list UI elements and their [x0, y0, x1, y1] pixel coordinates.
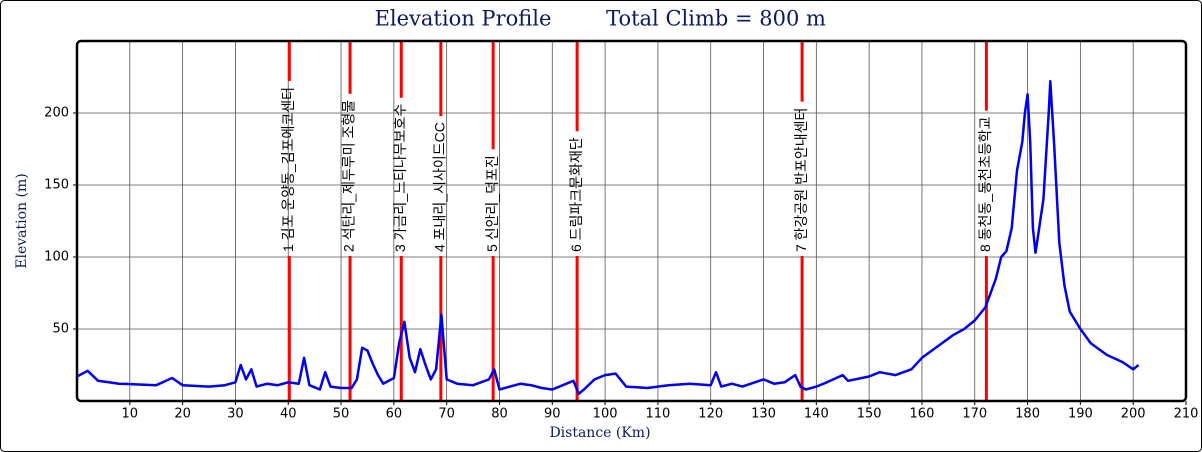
y-axis-label: Elevation (m) — [14, 173, 30, 268]
y-tick-label: 200 — [44, 106, 69, 121]
x-tick-label: 20 — [174, 407, 191, 422]
y-tick-label: 100 — [44, 250, 69, 265]
marker-label: 4 포내리_시사이드CC — [432, 122, 448, 252]
x-tick-label: 120 — [698, 407, 723, 422]
x-tick-label: 190 — [1068, 407, 1093, 422]
x-axis-label: Distance (Km) — [549, 425, 650, 441]
x-tick-label: 200 — [1121, 407, 1146, 422]
plot-frame — [75, 39, 1188, 403]
marker-label: 5 신안리_덕포진 — [484, 155, 500, 252]
x-tick-label: 40 — [280, 407, 297, 422]
x-tick-label: 100 — [593, 407, 618, 422]
x-tick-label: 10 — [122, 407, 139, 422]
x-tick-label: 160 — [910, 407, 935, 422]
x-tick-label: 70 — [438, 407, 455, 422]
y-tick-label: 50 — [52, 322, 69, 337]
x-tick-label: 90 — [544, 407, 561, 422]
x-tick-label: 50 — [333, 407, 350, 422]
x-tick-label: 140 — [804, 407, 829, 422]
x-tick-label: 180 — [1015, 407, 1040, 422]
marker-label: 3 가금리_느티나무보호수 — [392, 104, 408, 252]
x-tick-label: 80 — [491, 407, 508, 422]
marker-label: 7 한강공원 반포안내센터 — [793, 108, 809, 252]
marker-label: 2 석탄리_제두루미 조형물 — [341, 100, 357, 252]
x-tick-label: 110 — [645, 407, 670, 422]
marker-label: 6 드림파크문화재단 — [568, 137, 584, 252]
elevation-line — [76, 80, 1140, 396]
x-tick-label: 150 — [857, 407, 882, 422]
chart-title: Elevation Profile — [375, 7, 552, 31]
y-tick-label: 150 — [44, 178, 69, 193]
x-tick-label: 210 — [1174, 407, 1199, 422]
x-tick-label: 170 — [962, 407, 987, 422]
x-tick-label: 130 — [751, 407, 776, 422]
chart-subtitle: Total Climb = 800 m — [606, 7, 826, 31]
marker-label: 1 김포 운양동_김포에코센터 — [280, 87, 296, 252]
marker-label: 8 동천동_동천초등학교 — [977, 116, 993, 252]
x-tick-label: 60 — [386, 407, 403, 422]
x-tick-label: 30 — [227, 407, 244, 422]
